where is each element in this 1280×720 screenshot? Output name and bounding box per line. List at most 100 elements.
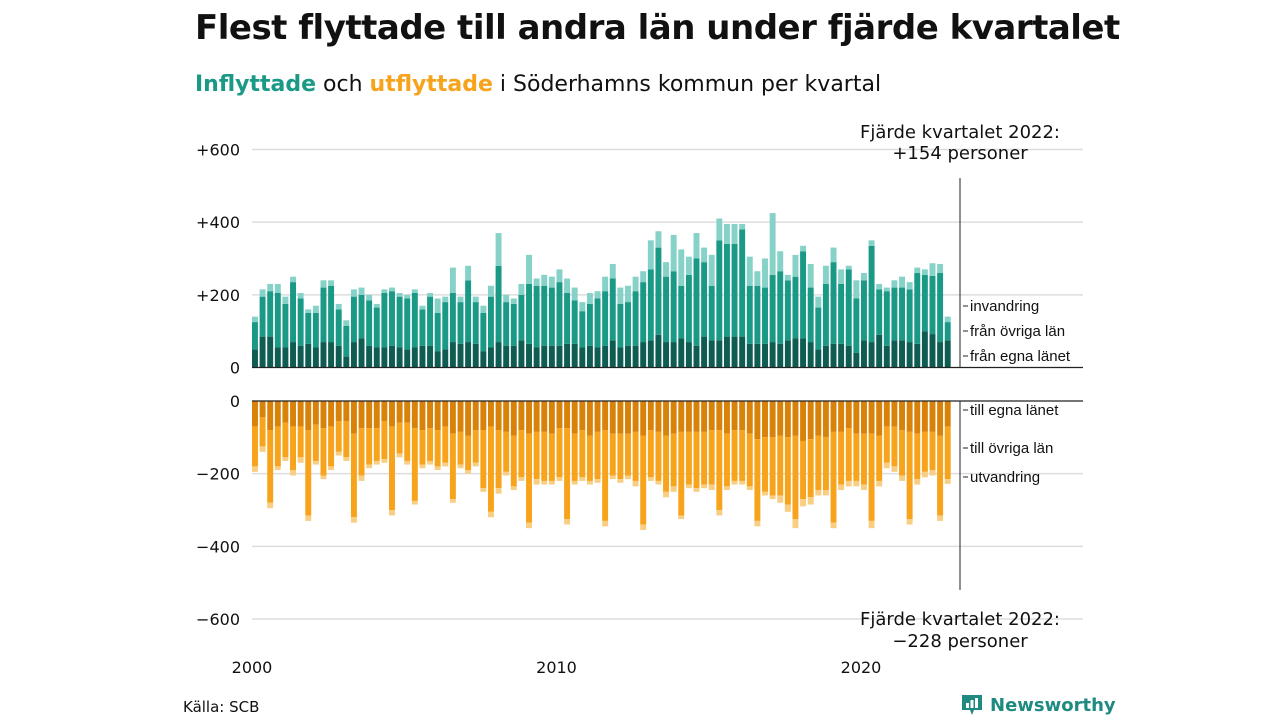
chart-subtitle: Inflyttade och utflyttade i Söderhamns k… [195, 72, 881, 97]
bar-till-egna-länet [449, 401, 456, 434]
subtitle-out-word: utflyttade [369, 72, 493, 97]
bar-från-övriga-län [282, 303, 289, 348]
bar-från-övriga-län [564, 293, 571, 344]
bar-till-övriga-län [518, 430, 525, 478]
bar-invandring [518, 283, 525, 295]
bar-invandring [533, 278, 540, 286]
bar-från-övriga-län [739, 229, 746, 337]
bar-till-övriga-län [571, 433, 578, 481]
bar-från-övriga-län [602, 291, 609, 346]
bar-invandring [921, 269, 928, 275]
bar-utvandring [297, 457, 304, 463]
bar-från-egna-länet [815, 349, 822, 368]
bar-från-egna-länet [723, 336, 730, 368]
bar-utvandring [320, 475, 327, 480]
bar-till-egna-länet [685, 401, 692, 432]
bar-från-övriga-län [617, 303, 624, 348]
bar-invandring [625, 285, 631, 303]
bar-till-övriga-län [335, 420, 342, 452]
bar-till-egna-länet [548, 401, 555, 434]
bar-från-egna-länet [891, 340, 898, 368]
bar-till-egna-länet [480, 401, 487, 431]
bar-utvandring [914, 479, 921, 485]
bar-till-egna-länet [335, 401, 342, 421]
bar-från-egna-länet [472, 343, 479, 368]
bar-till-övriga-län [647, 430, 654, 478]
bar-från-övriga-län [670, 271, 677, 343]
bar-från-övriga-län [305, 313, 312, 344]
bar-från-övriga-län [373, 307, 380, 348]
bar-till-egna-länet [503, 401, 510, 432]
bar-till-övriga-län [921, 431, 928, 472]
bar-till-egna-länet [495, 401, 502, 431]
bar-till-egna-länet [274, 401, 281, 427]
bar-till-övriga-län [883, 426, 890, 463]
bar-från-övriga-län [906, 289, 913, 343]
lower-y-tick-label: −400 [196, 537, 240, 556]
bar-från-egna-länet [853, 352, 860, 368]
bar-från-egna-länet [739, 336, 746, 368]
lower-layer-label: till övriga län [970, 440, 1053, 457]
bar-från-egna-länet [411, 347, 418, 368]
bar-utvandring [617, 479, 624, 483]
bar-utvandring [419, 464, 426, 469]
bar-invandring [411, 289, 418, 294]
bar-till-övriga-län [282, 422, 289, 458]
bar-invandring [328, 280, 335, 286]
bar-till-övriga-län [708, 430, 715, 485]
labels: 0 +200 +400 +600 0 −200 −400 −600 2000 2010 2020 Fj… [196, 122, 1071, 677]
bar-invandring [472, 296, 479, 303]
bar-invandring [891, 280, 898, 288]
bar-från-egna-länet [259, 336, 266, 368]
bar-invandring [883, 287, 890, 292]
bar-invandring [868, 240, 875, 246]
bar-från-övriga-län [663, 276, 670, 343]
bar-till-egna-länet [518, 401, 525, 431]
upper-y-tick-label: +200 [196, 286, 240, 305]
bar-från-övriga-län [853, 298, 860, 353]
bar-från-övriga-län [411, 293, 418, 348]
bar-till-övriga-län [838, 431, 845, 485]
bar-till-övriga-län [503, 431, 510, 472]
bar-till-övriga-län [906, 431, 913, 520]
bar-från-egna-länet [731, 336, 738, 368]
bar-till-egna-länet [647, 401, 654, 431]
bar-till-övriga-län [602, 430, 609, 521]
bar-från-övriga-län [252, 322, 258, 350]
bar-utvandring [784, 504, 791, 512]
bar-från-övriga-län [609, 278, 616, 341]
bar-till-övriga-län [868, 433, 875, 521]
bar-utvandring [564, 519, 571, 525]
bar-från-egna-länet [419, 345, 426, 368]
bar-utvandring [312, 460, 319, 465]
bar-utvandring [449, 499, 456, 503]
bar-invandring [571, 287, 578, 301]
bar-utvandring [830, 522, 837, 529]
bar-till-övriga-län [830, 431, 837, 523]
bar-till-övriga-län [594, 431, 601, 480]
bar-utvandring [921, 471, 928, 478]
bar-invandring [586, 293, 593, 304]
bar-till-övriga-län [845, 428, 852, 481]
bar-till-egna-länet [457, 401, 464, 432]
bar-till-övriga-län [274, 426, 281, 467]
bar-utvandring [411, 500, 418, 505]
bar-utvandring [335, 451, 342, 456]
bar-från-egna-länet [312, 347, 319, 368]
bar-från-övriga-län [518, 294, 525, 341]
bar-invandring [419, 305, 426, 310]
bar-från-egna-länet [274, 347, 281, 368]
bar-från-egna-länet [838, 343, 845, 368]
bar-invandring [830, 247, 837, 263]
bar-utvandring [861, 484, 867, 491]
bar-från-övriga-län [815, 307, 822, 350]
bar-till-övriga-län [449, 433, 456, 500]
bar-från-egna-länet [571, 343, 578, 368]
bar-invandring [526, 254, 532, 284]
bar-utvandring [891, 466, 898, 472]
page-title: Flest flyttade till andra län under fjär… [195, 8, 1120, 48]
bar-från-egna-länet [899, 340, 905, 368]
bar-från-övriga-län [526, 283, 532, 344]
bar-från-egna-länet [929, 334, 936, 368]
bar-från-egna-länet [830, 343, 837, 368]
